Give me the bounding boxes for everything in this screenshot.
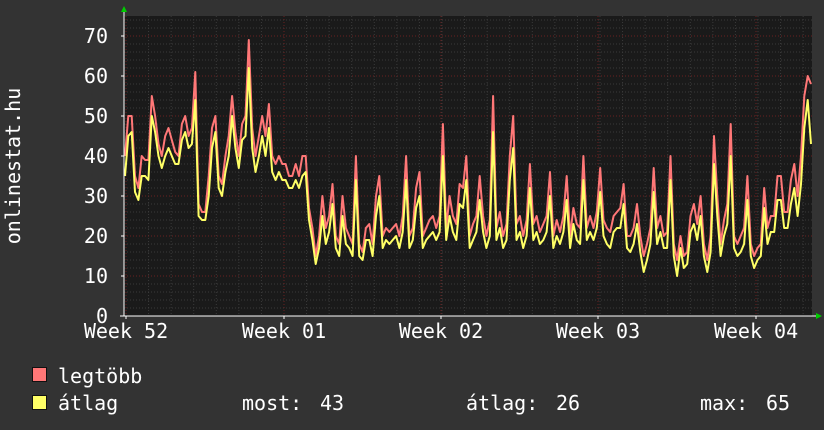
x-tick-label: Week 03 <box>556 319 640 343</box>
series-line-1 <box>124 67 812 277</box>
x-tick-label: Week 02 <box>399 319 483 343</box>
y-tick-label: 20 <box>84 224 108 248</box>
y-tick-label: 30 <box>84 184 108 208</box>
y-axis-label: onlinestat.hu <box>1 88 25 245</box>
y-tick-label: 10 <box>84 264 108 288</box>
x-axis-arrow <box>816 313 822 319</box>
x-tick-label: Week 01 <box>242 319 326 343</box>
series-lines <box>124 39 812 277</box>
y-axis-arrow <box>121 6 127 12</box>
y-tick-label: 40 <box>84 144 108 168</box>
x-tick-label: Week 04 <box>714 319 798 343</box>
y-tick-label: 0 <box>96 304 108 328</box>
x-tick-label: Week 52 <box>84 319 168 343</box>
y-tick-label: 50 <box>84 104 108 128</box>
x-tick-labels: Week 52 Week 01 Week 02 Week 03 Week 04 <box>84 319 798 343</box>
axes <box>120 6 822 319</box>
y-tick-labels: 0 10 20 30 40 50 60 70 <box>84 24 108 328</box>
y-tick-label: 60 <box>84 64 108 88</box>
y-tick-label: 70 <box>84 24 108 48</box>
